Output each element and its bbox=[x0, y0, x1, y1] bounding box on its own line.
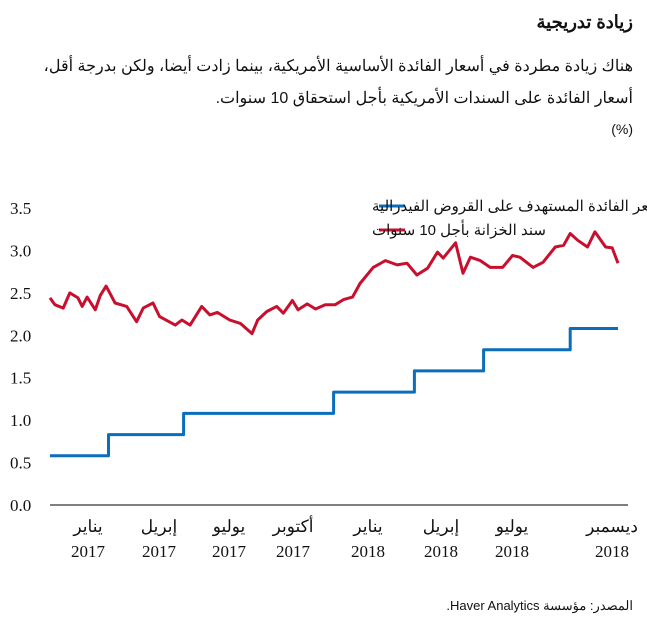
x-tick-month: أكتوبر bbox=[272, 515, 314, 537]
x-tick-month: ديسمبر bbox=[585, 517, 638, 537]
legend-label-fed-funds: سعر الفائدة المستهدف على القروض الفيدرال… bbox=[372, 198, 647, 215]
unit-label: (%) bbox=[611, 121, 633, 137]
y-tick-label: 1.0 bbox=[10, 411, 31, 430]
x-tick-month: يناير bbox=[352, 517, 382, 537]
x-tick-month: يوليو bbox=[212, 517, 246, 537]
y-tick-label: 2.5 bbox=[10, 284, 31, 303]
x-tick-year: 2017 bbox=[276, 542, 311, 561]
source-note: المصدر: مؤسسة Haver Analytics. bbox=[446, 598, 633, 613]
x-tick-month: يناير bbox=[72, 517, 102, 537]
x-tick-year: 2017 bbox=[212, 542, 247, 561]
series-line-fed-funds bbox=[50, 327, 618, 458]
y-tick-label: 3.5 bbox=[10, 199, 31, 218]
y-tick-label: 3.0 bbox=[10, 241, 31, 260]
y-tick-label: 2.0 bbox=[10, 326, 31, 345]
x-tick-year: 2017 bbox=[71, 542, 106, 561]
legend-label-treasury: سند الخزانة بأجل 10 سنوات bbox=[372, 220, 546, 239]
x-tick-year: 2018 bbox=[351, 542, 385, 561]
series-line-treasury bbox=[48, 230, 620, 336]
chart-title: زيادة تدريجية bbox=[536, 12, 634, 32]
chart-subtitle-line-1: هناك زيادة مطردة في أسعار الفائدة الأساس… bbox=[43, 58, 633, 75]
x-tick-year: 2018 bbox=[495, 542, 529, 561]
chart-subtitle-line-2: أسعار الفائدة على السندات الأمريكية بأجل… bbox=[215, 90, 633, 107]
x-tick-month: يوليو bbox=[495, 517, 529, 537]
y-tick-label: 0.5 bbox=[10, 454, 31, 473]
y-tick-label: 1.5 bbox=[10, 369, 31, 388]
x-tick-year: 2017 bbox=[142, 542, 177, 561]
x-tick-year: 2018 bbox=[424, 542, 458, 561]
x-tick-month: إبريل bbox=[423, 517, 459, 537]
y-tick-label: 0.0 bbox=[10, 496, 31, 515]
x-tick-year: 2018 bbox=[595, 542, 629, 561]
x-tick-month: إبريل bbox=[141, 517, 177, 537]
